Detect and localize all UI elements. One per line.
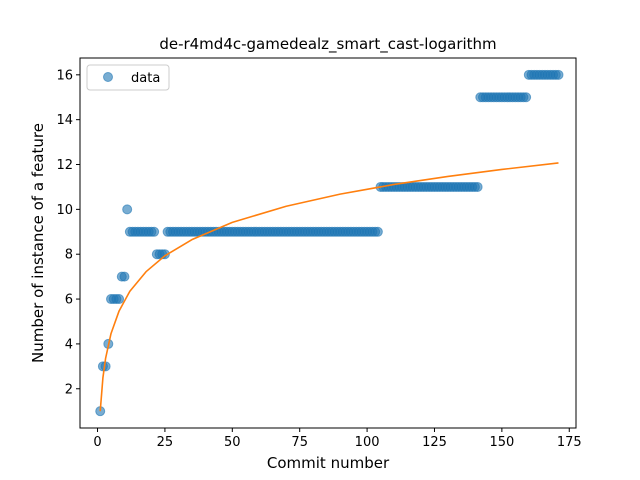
x-tick-label: 125: [422, 435, 447, 450]
plot-frame: [79, 57, 577, 429]
y-axis-ticks: 2 4 6 8 10 12 14 16: [56, 68, 80, 397]
y-tick-label: 14: [56, 113, 73, 128]
y-tick-label: 2: [65, 382, 73, 397]
chart-title: de-r4md4c-gamedealz_smart_cast-logarithm: [159, 35, 496, 54]
y-tick-label: 12: [56, 158, 73, 173]
data-point: [149, 226, 160, 237]
data-point: [159, 249, 170, 260]
data-point: [521, 92, 532, 103]
legend: data: [86, 64, 170, 91]
x-tick-label: 100: [355, 435, 380, 450]
y-tick-label: 6: [65, 293, 73, 308]
x-tick-label: 175: [557, 435, 582, 450]
data-point: [553, 69, 564, 80]
data-point: [122, 204, 133, 215]
fit-line: [99, 162, 559, 412]
data-point: [372, 226, 383, 237]
x-tick-label: 75: [291, 435, 308, 450]
x-tick-label: 50: [224, 435, 241, 450]
x-tick-label: 150: [489, 435, 514, 450]
x-tick-label: 25: [157, 435, 174, 450]
y-axis-label: Number of instance of a feature: [29, 123, 47, 363]
y-tick-label: 10: [56, 203, 73, 218]
x-axis-ticks: 0 25 50 75 100 125 150 175: [93, 428, 582, 450]
legend-marker-data: [103, 72, 113, 82]
x-tick-label: 0: [93, 435, 101, 450]
plot-background: [80, 58, 576, 428]
y-tick-label: 8: [65, 248, 73, 263]
fit-line-group: [99, 162, 559, 412]
data-point: [114, 294, 125, 305]
y-tick-label: 4: [65, 337, 73, 352]
legend-label-data: data: [131, 71, 160, 86]
y-tick-label: 16: [56, 68, 73, 83]
legend-box: [86, 64, 170, 91]
data-point: [119, 271, 130, 282]
x-axis-label: Commit number: [267, 454, 390, 472]
data-point: [472, 181, 483, 192]
